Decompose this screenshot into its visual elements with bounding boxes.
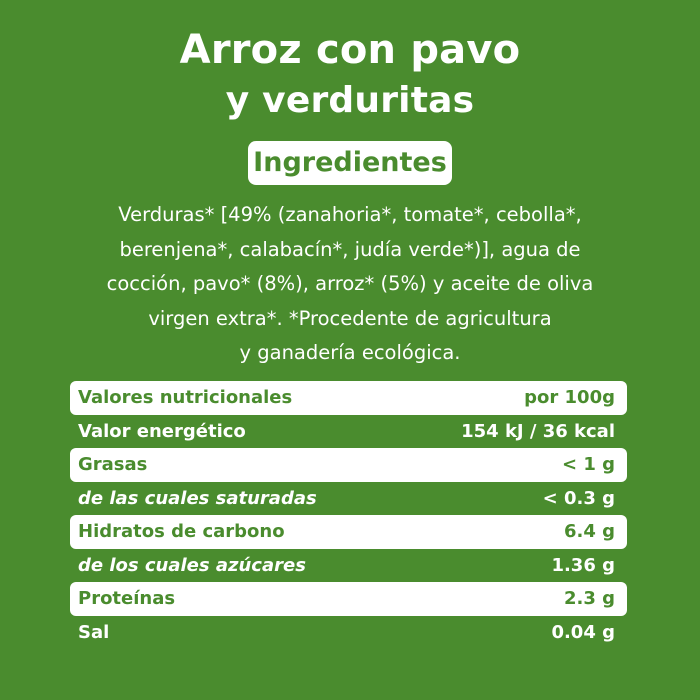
nutrition-value: < 0.3 g xyxy=(542,487,615,509)
ingredients-text: Verduras* [49% (zanahoria*, tomate*, ceb… xyxy=(70,198,630,371)
nutrition-value: 2.3 g xyxy=(563,588,615,610)
nutrition-table: Valores nutricionales por 100g Valor ene… xyxy=(70,381,627,649)
ingredients-line: Verduras* [49% (zanahoria*, tomate*, ceb… xyxy=(118,203,582,226)
nutrition-row-salt: Sal 0.04 g xyxy=(70,616,627,650)
nutrition-value: 0.04 g xyxy=(551,621,615,643)
nutrition-label: Proteínas xyxy=(78,588,176,610)
nutrition-row-fat: Grasas < 1 g xyxy=(70,448,627,482)
nutrition-row-saturated: de las cuales saturadas < 0.3 g xyxy=(70,482,627,516)
nutrition-value: 6.4 g xyxy=(563,521,615,543)
nutrition-row-energy: Valor energético 154 kJ / 36 kcal xyxy=(70,415,627,449)
product-title-line-1: Arroz con pavo xyxy=(179,27,521,73)
nutrition-label: Valores nutricionales xyxy=(78,387,293,409)
nutrition-header-row: Valores nutricionales por 100g xyxy=(70,381,627,415)
nutrition-label: Sal xyxy=(78,621,110,643)
ingredients-line: virgen extra*. *Procedente de agricultur… xyxy=(148,306,552,330)
ingredients-line: cocción, pavo* (8%), arroz* (5%) y aceit… xyxy=(106,272,594,295)
nutrition-row-carbs: Hidratos de carbono 6.4 g xyxy=(70,515,627,549)
nutrition-value: por 100g xyxy=(524,387,615,409)
nutrition-label: Valor energético xyxy=(78,420,246,442)
nutrition-label: Grasas xyxy=(78,454,148,476)
nutrition-value: 1.36 g xyxy=(551,554,615,576)
ingredients-heading: Ingredientes xyxy=(248,141,452,185)
nutrition-label: Hidratos de carbono xyxy=(78,521,285,543)
nutrition-row-protein: Proteínas 2.3 g xyxy=(70,582,627,616)
product-title-line-2: y verduritas xyxy=(225,80,475,121)
nutrition-label: de los cuales azúcares xyxy=(78,554,306,576)
nutrition-row-sugars: de los cuales azúcares 1.36 g xyxy=(70,549,627,583)
nutrition-value: 154 kJ / 36 kcal xyxy=(461,420,615,442)
nutrition-value: < 1 g xyxy=(561,454,615,476)
ingredients-line: berenjena*, calabacín*, judía verde*)], … xyxy=(119,237,581,261)
nutrition-label: de las cuales saturadas xyxy=(78,487,317,509)
ingredients-line: y ganadería ecológica. xyxy=(239,341,461,364)
